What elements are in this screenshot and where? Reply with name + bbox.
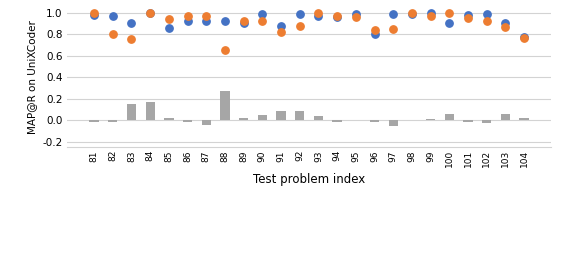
Y-axis label: MAP@R on UniXCoder: MAP@R on UniXCoder	[27, 21, 37, 134]
FineT	[501, 25, 510, 29]
Bar	[445, 114, 454, 120]
FineT	[482, 19, 491, 23]
FineT	[89, 11, 98, 15]
Legend: Difference, FuzzT, FineT: Difference, FuzzT, FineT	[214, 253, 404, 254]
Bar	[220, 91, 230, 120]
FineT	[464, 16, 473, 20]
FineT	[333, 14, 342, 18]
FuzzT	[258, 12, 267, 16]
Bar	[202, 120, 211, 125]
FineT	[108, 33, 117, 37]
Bar	[370, 120, 379, 121]
FineT	[239, 19, 248, 23]
Bar	[519, 118, 529, 120]
FineT	[277, 30, 285, 34]
FineT	[220, 47, 229, 52]
FuzzT	[89, 13, 98, 17]
FineT	[164, 18, 173, 22]
FuzzT	[482, 12, 491, 16]
FineT	[127, 37, 136, 41]
Bar	[239, 118, 248, 120]
FuzzT	[426, 11, 435, 15]
Bar	[164, 118, 174, 120]
FineT	[314, 11, 323, 15]
FuzzT	[351, 12, 360, 16]
Bar	[108, 120, 117, 121]
Bar	[463, 120, 473, 121]
FineT	[520, 36, 529, 40]
FineT	[445, 11, 454, 15]
FuzzT	[164, 26, 173, 30]
FineT	[258, 19, 267, 23]
FuzzT	[295, 12, 304, 16]
FineT	[370, 28, 379, 32]
FuzzT	[183, 19, 192, 23]
Bar	[482, 120, 491, 123]
Bar	[295, 111, 305, 120]
FineT	[407, 11, 416, 15]
FineT	[202, 14, 211, 18]
Bar	[183, 120, 192, 121]
FuzzT	[220, 19, 229, 23]
FineT	[389, 27, 398, 31]
FuzzT	[520, 35, 529, 39]
FuzzT	[314, 14, 323, 18]
Bar	[277, 111, 285, 120]
FineT	[183, 14, 192, 18]
Bar	[89, 120, 99, 121]
Bar	[501, 114, 510, 120]
Bar	[314, 116, 323, 120]
Bar	[127, 104, 136, 120]
FineT	[426, 14, 435, 18]
FineT	[295, 24, 304, 28]
FuzzT	[445, 21, 454, 25]
FuzzT	[501, 21, 510, 25]
FuzzT	[389, 12, 398, 16]
Bar	[388, 120, 398, 126]
X-axis label: Test problem index: Test problem index	[253, 173, 365, 186]
FineT	[146, 11, 155, 15]
FineT	[351, 15, 360, 19]
FuzzT	[407, 12, 416, 16]
FuzzT	[146, 11, 155, 15]
FuzzT	[127, 21, 136, 25]
FuzzT	[239, 21, 248, 25]
FuzzT	[108, 14, 117, 18]
Bar	[146, 102, 155, 120]
Bar	[258, 115, 267, 120]
FuzzT	[333, 15, 342, 19]
FuzzT	[277, 24, 285, 28]
FuzzT	[202, 19, 211, 23]
FuzzT	[464, 13, 473, 17]
Bar	[426, 119, 436, 120]
FuzzT	[370, 33, 379, 37]
Bar	[333, 120, 342, 121]
